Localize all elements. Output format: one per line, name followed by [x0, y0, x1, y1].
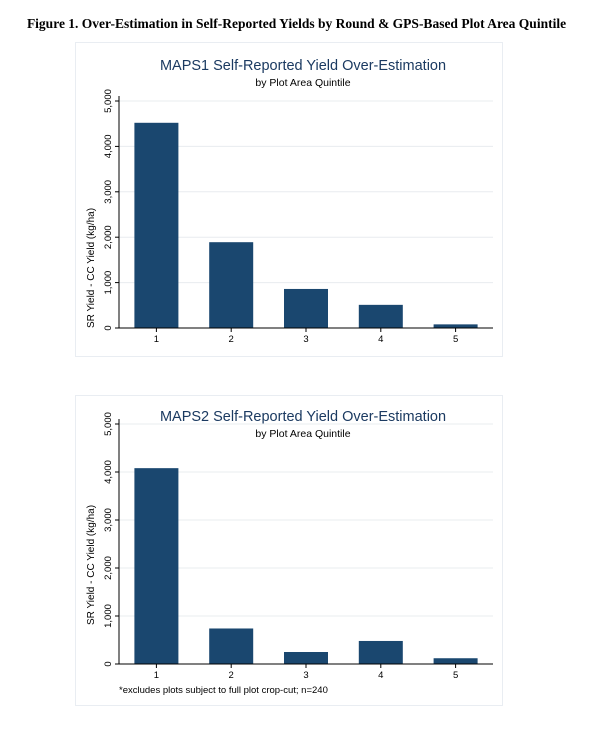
bar-quintile-4 — [358, 640, 403, 664]
x-tick-label: 1 — [154, 670, 159, 681]
chart-note: *excludes plots subject to full plot cro… — [119, 685, 328, 696]
bar-quintile-2 — [209, 242, 254, 328]
chart-panel-frame — [75, 42, 503, 357]
x-tick-label: 2 — [229, 670, 234, 681]
y-tick-label: 1,000 — [103, 604, 114, 628]
bar-quintile-5 — [433, 324, 478, 328]
figure-title: Figure 1. Over-Estimation in Self-Report… — [26, 16, 567, 31]
chart-panel-2: MAPS2 Self-Reported Yield Over-Estimatio… — [75, 395, 503, 706]
x-tick-label: 5 — [453, 334, 458, 345]
chart-svg-2: MAPS2 Self-Reported Yield Over-Estimatio… — [86, 409, 493, 696]
y-tick-label: 0 — [103, 325, 114, 330]
x-tick-label: 5 — [453, 670, 458, 681]
x-tick-label: 4 — [378, 334, 383, 345]
bar-quintile-2 — [209, 628, 254, 664]
y-tick-label: 4,000 — [103, 460, 114, 484]
x-tick-label: 3 — [303, 670, 308, 681]
chart-panel-1: MAPS1 Self-Reported Yield Over-Estimatio… — [75, 42, 503, 357]
y-tick-label: 3,000 — [103, 508, 114, 532]
y-tick-label: 5,000 — [103, 89, 114, 113]
y-tick-label: 2,000 — [103, 556, 114, 580]
bar-quintile-1 — [134, 122, 179, 329]
bar-quintile-1 — [134, 468, 179, 664]
x-tick-label: 4 — [378, 670, 383, 681]
y-tick-label: 0 — [103, 661, 114, 666]
y-tick-label: 2,000 — [103, 225, 114, 249]
x-tick-label: 1 — [154, 334, 159, 345]
chart-subtitle: by Plot Area Quintile — [255, 77, 350, 89]
chart-svg-1: MAPS1 Self-Reported Yield Over-Estimatio… — [86, 58, 493, 345]
y-axis-label: SR Yield - CC Yield (kg/ha) — [86, 505, 97, 625]
chart-subtitle: by Plot Area Quintile — [255, 428, 350, 440]
bar-quintile-5 — [433, 658, 478, 664]
chart-panel-frame — [75, 395, 503, 706]
x-tick-label: 2 — [229, 334, 234, 345]
x-tick-label: 3 — [303, 334, 308, 345]
y-tick-label: 1,000 — [103, 271, 114, 295]
chart-title: MAPS1 Self-Reported Yield Over-Estimatio… — [160, 58, 446, 74]
y-tick-label: 3,000 — [103, 180, 114, 204]
y-tick-label: 5,000 — [103, 412, 114, 436]
y-tick-label: 4,000 — [103, 135, 114, 159]
y-axis-label: SR Yield - CC Yield (kg/ha) — [86, 208, 97, 328]
bar-quintile-3 — [284, 288, 328, 328]
y-axis-title: SR Yield - CC Yield (kg/ha) — [86, 208, 97, 328]
bar-quintile-3 — [284, 652, 328, 664]
y-axis-title: SR Yield - CC Yield (kg/ha) — [86, 505, 97, 625]
bar-quintile-4 — [358, 304, 403, 328]
chart-title: MAPS2 Self-Reported Yield Over-Estimatio… — [160, 409, 446, 425]
